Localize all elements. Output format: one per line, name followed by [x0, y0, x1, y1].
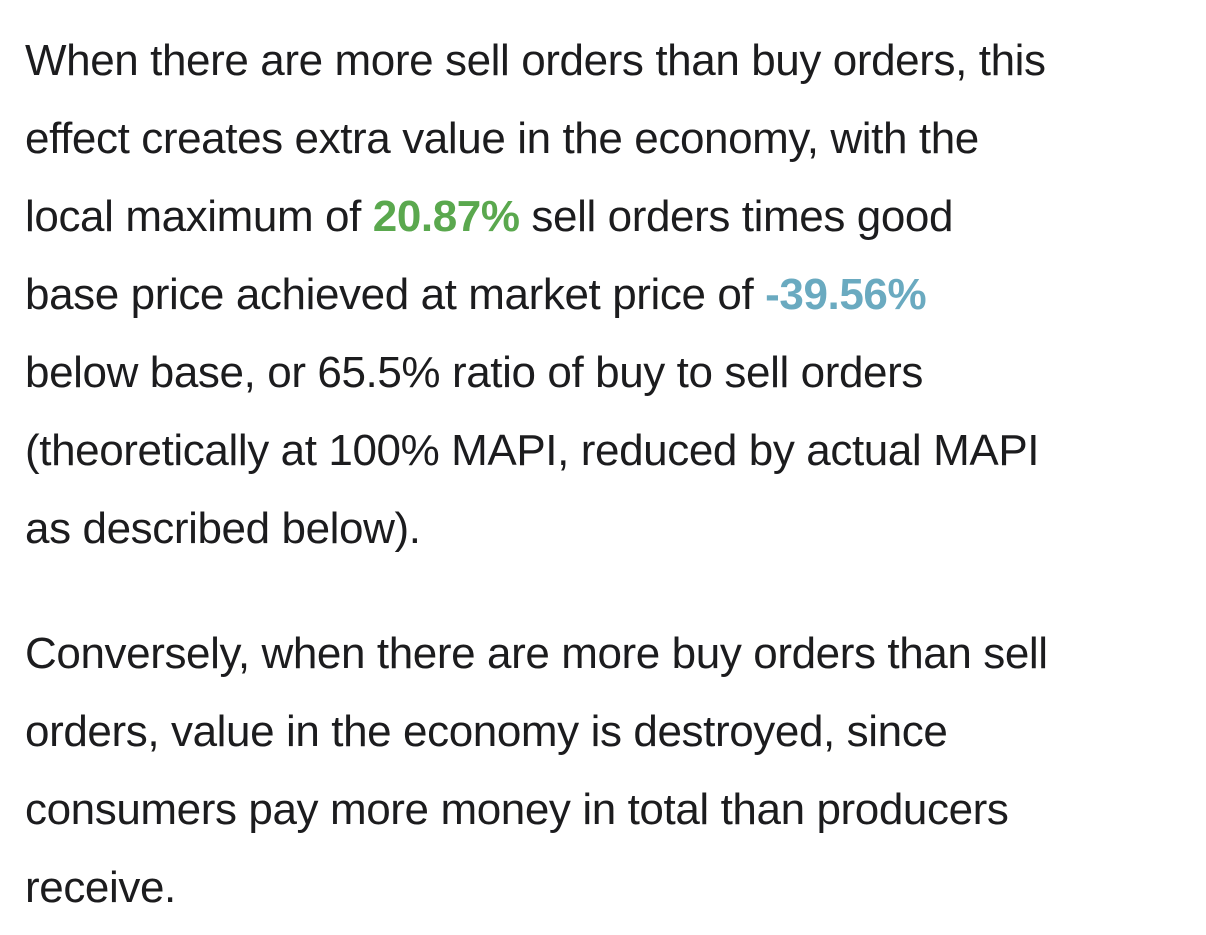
text-line: effect creates extra value in the econom…	[25, 114, 979, 163]
text-line: local maximum of 20.87% sell orders time…	[25, 178, 1182, 256]
text-line: consumers pay more money in total than p…	[25, 785, 1009, 834]
text-fragment: sell orders times good	[519, 192, 954, 241]
text-line: When there are more sell orders than buy…	[25, 36, 1046, 85]
text-line: Conversely, when there are more buy orde…	[25, 629, 1048, 678]
text-line: base price achieved at market price of -…	[25, 256, 1182, 334]
text-line: below base, or 65.5% ratio of buy to sel…	[25, 348, 923, 397]
market-price-value: -39.56%	[765, 270, 927, 319]
text-fragment: local maximum of	[25, 192, 373, 241]
text-fragment: base price achieved at market price of	[25, 270, 766, 319]
text-line: as described below).	[25, 504, 421, 553]
text-line: receive.	[25, 863, 176, 912]
paragraph-value-destruction: Conversely, when there are more buy orde…	[25, 615, 1182, 927]
local-maximum-value: 20.87%	[372, 192, 520, 241]
paragraph-value-creation: When there are more sell orders than buy…	[25, 22, 1182, 568]
text-line: orders, value in the economy is destroye…	[25, 707, 948, 756]
text-line: (theoretically at 100% MAPI, reduced by …	[25, 426, 1040, 475]
